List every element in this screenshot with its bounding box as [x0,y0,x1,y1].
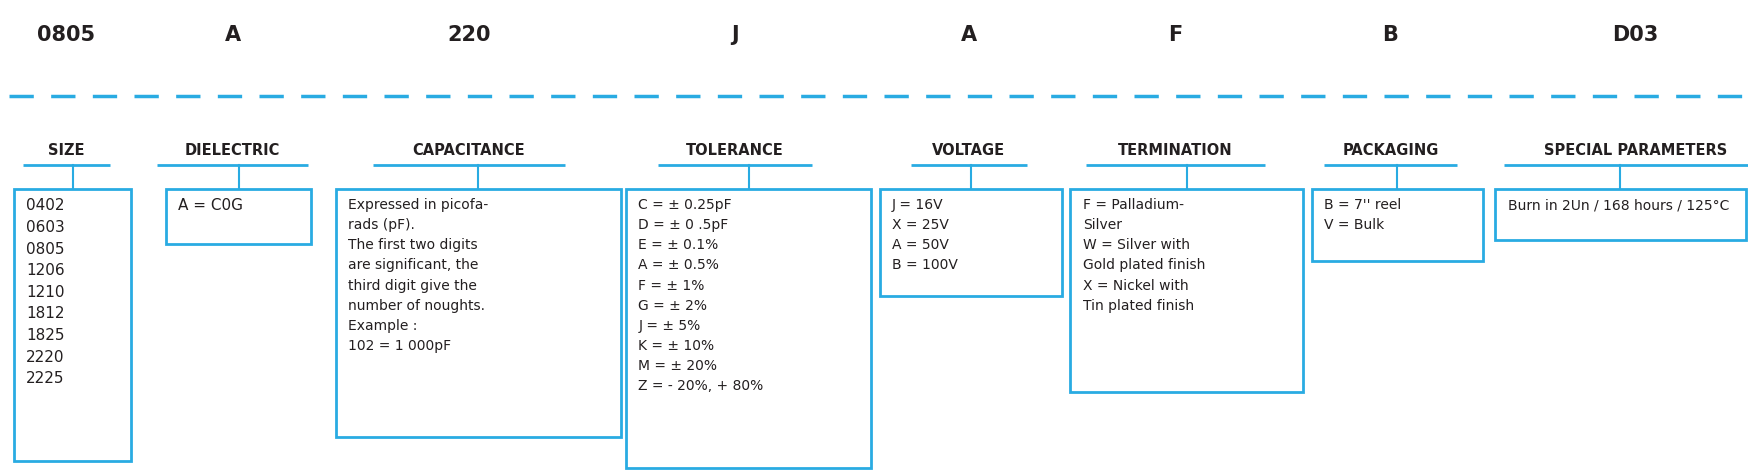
Text: A: A [224,25,241,45]
FancyBboxPatch shape [166,189,311,244]
Text: VOLTAGE: VOLTAGE [932,143,1005,158]
FancyBboxPatch shape [1495,189,1745,240]
Text: F: F [1168,25,1182,45]
Text: D03: D03 [1612,25,1657,45]
Text: 0402
0603
0805
1206
1210
1812
1825
2220
2225: 0402 0603 0805 1206 1210 1812 1825 2220 … [26,198,65,386]
Text: CAPACITANCE: CAPACITANCE [413,143,524,158]
Text: TOLERANCE: TOLERANCE [685,143,783,158]
Text: 0805: 0805 [37,25,96,45]
Text: Burn in 2Un / 168 hours / 125°C: Burn in 2Un / 168 hours / 125°C [1507,198,1729,212]
FancyBboxPatch shape [1070,189,1302,392]
Text: F = Palladium-
Silver
W = Silver with
Gold plated finish
X = Nickel with
Tin pla: F = Palladium- Silver W = Silver with Go… [1082,198,1204,313]
Text: B = 7'' reel
V = Bulk: B = 7'' reel V = Bulk [1323,198,1400,232]
FancyBboxPatch shape [1311,189,1482,261]
Text: A = C0G: A = C0G [178,198,243,213]
Text: PACKAGING: PACKAGING [1341,143,1439,158]
Text: A: A [960,25,977,45]
Text: C = ± 0.25pF
D = ± 0 .5pF
E = ± 0.1%
A = ± 0.5%
F = ± 1%
G = ± 2%
J = ± 5%
K = ±: C = ± 0.25pF D = ± 0 .5pF E = ± 0.1% A =… [638,198,764,393]
Text: J: J [731,25,738,45]
Text: TERMINATION: TERMINATION [1117,143,1232,158]
Text: J = 16V
X = 25V
A = 50V
B = 100V: J = 16V X = 25V A = 50V B = 100V [891,198,958,273]
FancyBboxPatch shape [879,189,1061,296]
Text: DIELECTRIC: DIELECTRIC [185,143,280,158]
Text: 220: 220 [447,25,489,45]
Text: SPECIAL PARAMETERS: SPECIAL PARAMETERS [1543,143,1725,158]
Text: SIZE: SIZE [49,143,84,158]
FancyBboxPatch shape [14,189,131,461]
Text: B: B [1381,25,1398,45]
FancyBboxPatch shape [626,189,871,468]
FancyBboxPatch shape [336,189,621,437]
Text: Expressed in picofa-
rads (pF).
The first two digits
are significant, the
third : Expressed in picofa- rads (pF). The firs… [348,198,488,352]
